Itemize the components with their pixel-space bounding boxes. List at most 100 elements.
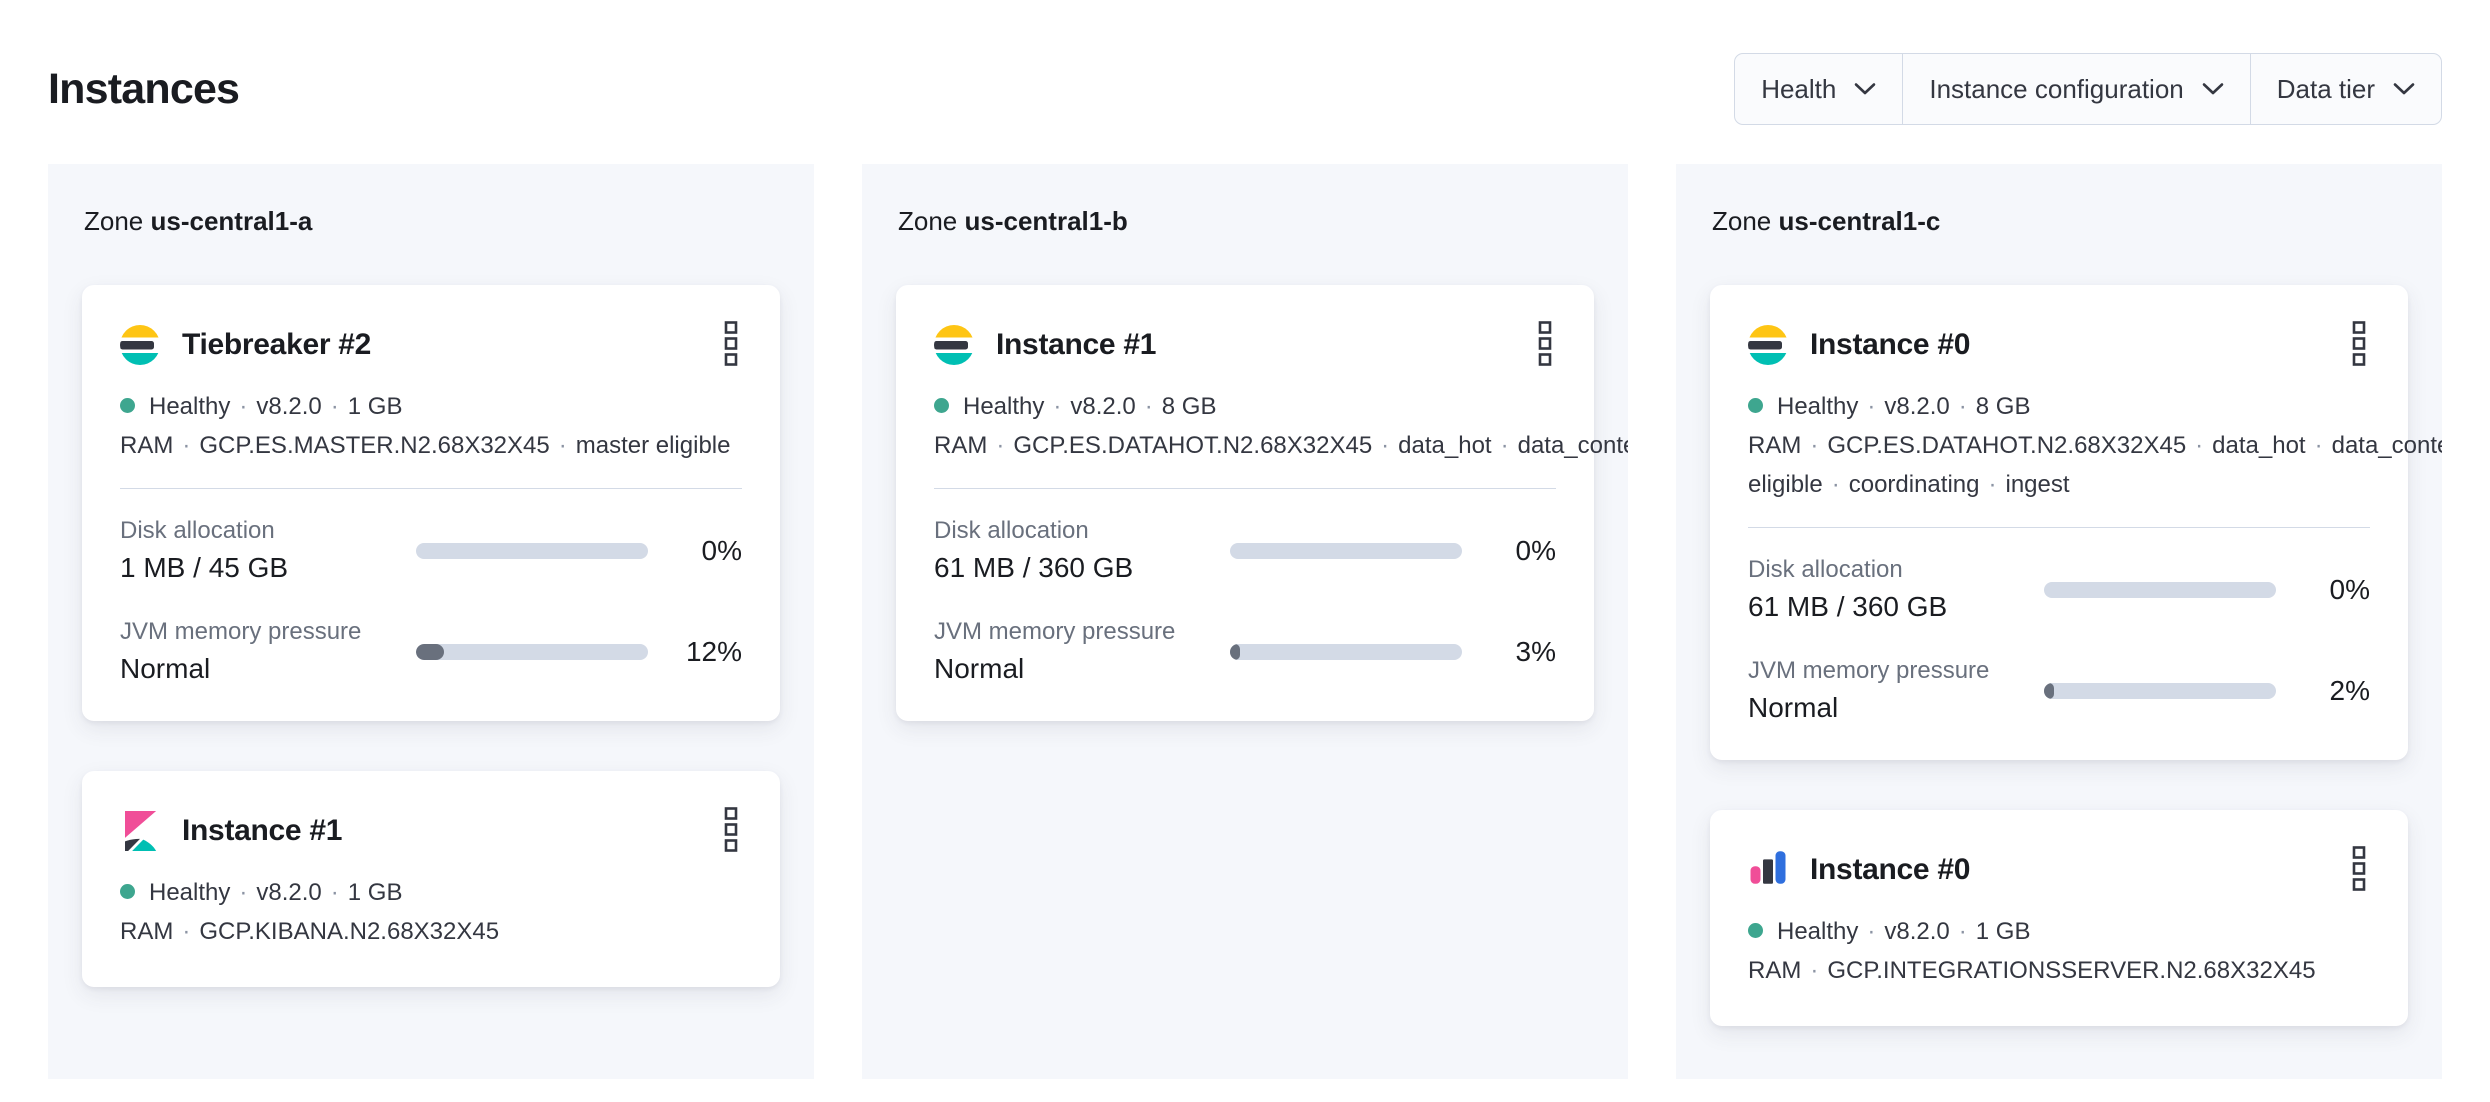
dot-separator: · [2195,432,2204,459]
metric-bar-fill [2044,682,2054,699]
metric-percent: 3% [1515,635,1556,667]
status-segment: Healthy [1777,393,1859,420]
instance-menu-button[interactable] [720,319,742,369]
metric-label: Disk allocation [934,517,1089,544]
elasticsearch-logo-icon [120,325,160,365]
instance-menu-button[interactable] [1534,319,1556,369]
instance-menu-button[interactable] [2348,319,2370,369]
zone-column-us-central1-a: Zone us-central1-a Tiebreaker #2 Healthy · v… [48,164,814,1079]
elasticsearch-logo-icon [934,325,974,365]
metric-value: 61 MB / 360 GB [934,552,1134,583]
page-header: Instances Health Instance configuration Da… [48,0,2442,126]
boxes-vertical-icon [724,807,738,852]
metric-row: Disk allocation 61 MB / 360 GB 0% [1748,556,2370,623]
boxes-vertical-icon [1538,321,1552,366]
zone-column-us-central1-b: Zone us-central1-b Instance #1 Healthy · v8.… [862,164,1628,1079]
filter-button-instance-configuration[interactable]: Instance configuration [1902,54,2249,124]
card-header: Instance #0 [1748,321,2370,369]
status-segment: data_content [2331,432,2442,459]
integrations-server-logo-icon [1748,850,1788,890]
metric-percent: 0% [2329,573,2370,605]
health-status-line: Healthy · v8.2.0 · 1 GB RAM · GCP.ES.MASTER.N2… [120,387,742,465]
dot-separator: · [239,879,248,906]
dot-separator: · [1500,432,1509,459]
metric-text: Disk allocation 1 MB / 45 GB [120,517,416,584]
status-segment: 1 GB RAM [120,393,403,459]
status-segment: 8 GB RAM [1748,393,2031,459]
metric-label: Disk allocation [1748,556,1903,583]
metric-label: Disk allocation [120,517,275,544]
zone-column-us-central1-c: Zone us-central1-c Instance #0 Healthy · v8.… [1676,164,2442,1079]
zone-label-prefix: Zone [898,206,965,236]
dot-separator: · [1867,918,1876,945]
elasticsearch-logo-icon [1748,325,1788,365]
card-header: Instance #0 [1748,846,2370,894]
metric-value: Normal [120,653,211,684]
metric-percent: 0% [1515,534,1556,566]
filter-button-label: Health [1761,73,1837,104]
instance-menu-button[interactable] [2348,844,2370,894]
metric-row: Disk allocation 1 MB / 45 GB 0% [120,517,742,584]
metric-bar-track [1230,542,1462,559]
status-segment: v8.2.0 [256,393,322,420]
dot-separator: · [1053,393,1062,420]
status-segment: v8.2.0 [1884,918,1950,945]
card-divider [1748,527,2370,528]
zone-label: Zone us-central1-c [1712,206,2408,237]
elasticsearch-logo-icon [120,325,160,365]
card-title: Instance #0 [1810,328,1971,361]
status-segment: v8.2.0 [1884,393,1950,420]
dot-separator: · [182,432,191,459]
zone-name: us-central1-b [964,206,1128,236]
filter-button-label: Instance configuration [1929,73,2184,104]
metric-value: 1 MB / 45 GB [120,552,289,583]
zone-name: us-central1-c [1778,206,1941,236]
metric-text: Disk allocation 61 MB / 360 GB [1748,556,2044,623]
boxes-vertical-icon [2352,846,2366,891]
elasticsearch-logo-icon [934,325,974,365]
status-segment: 1 GB RAM [1748,918,2031,984]
card-title: Instance #0 [1810,853,1971,886]
health-status-line: Healthy · v8.2.0 · 1 GB RAM · GCP.INTEGRATIONS… [1748,912,2370,990]
dot-separator: · [1810,432,1819,459]
dot-separator: · [558,432,567,459]
filter-button-health[interactable]: Health [1735,54,1902,124]
status-segment: data_hot [1398,432,1492,459]
filter-button-data-tier[interactable]: Data tier [2249,54,2441,124]
metric-bar-track [416,542,648,559]
health-dot-icon [120,398,135,413]
status-segment: data_hot [2212,432,2306,459]
metric-bar-track [416,643,648,660]
instance-menu-button[interactable] [720,805,742,855]
boxes-vertical-icon [724,321,738,366]
status-segment: GCP.INTEGRATIONSSERVER.N2.68X32X45 [1827,957,2316,984]
status-segment: data_content [1517,432,1628,459]
card-title: Instance #1 [182,814,343,847]
zone-label-prefix: Zone [84,206,151,236]
chevron-down-icon [2202,83,2224,95]
metric-text: JVM memory pressure Normal [120,618,416,685]
card-title: Tiebreaker #2 [182,328,372,361]
instance-card: Tiebreaker #2 Healthy · v8.2.0 · 1 GB RAM · GCP… [82,285,780,721]
metric-text: JVM memory pressure Normal [934,618,1230,685]
status-segment: ingest [2005,471,2070,498]
zone-label-prefix: Zone [1712,206,1779,236]
metric-value: Normal [934,653,1025,684]
status-segment: GCP.ES.DATAHOT.N2.68X32X45 [1013,432,1373,459]
dot-separator: · [1958,918,1967,945]
status-segment: Healthy [1777,918,1859,945]
status-segment: Healthy [963,393,1045,420]
metric-row: Disk allocation 61 MB / 360 GB 0% [934,517,1556,584]
zone-label: Zone us-central1-a [84,206,780,237]
filter-group: Health Instance configuration Data tier [1734,53,2442,125]
metric-percent: 12% [685,635,742,667]
dot-separator: · [330,879,339,906]
instance-card: Instance #1 Healthy · v8.2.0 · 1 GB RAM · GCP.K… [82,771,780,987]
status-segment: 1 GB RAM [120,879,403,945]
dot-separator: · [1831,471,1840,498]
dot-separator: · [239,393,248,420]
metrics-section: Disk allocation 61 MB / 360 GB 0% JVM memor… [1748,556,2370,724]
metric-bar-track [2044,682,2276,699]
boxes-vertical-icon [2352,321,2366,366]
